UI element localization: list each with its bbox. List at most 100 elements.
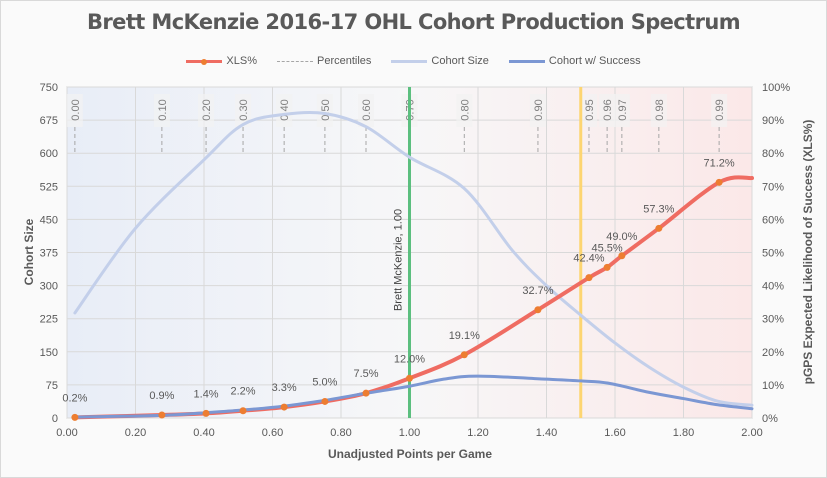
percentile-label-bg [613, 94, 630, 127]
xls-point-marker [715, 178, 723, 186]
percentile-label-bg [711, 94, 728, 127]
cohort-success-legend-swatch-icon [508, 56, 545, 66]
percentile-label: 0.90 [533, 99, 545, 120]
y-left-tick-label: 300 [40, 281, 58, 293]
y-right-tick-label: 50% [762, 248, 784, 260]
legend-label-xls: XLS% [226, 55, 257, 67]
y-left-tick-label: 675 [40, 115, 58, 127]
percentile-label: 0.50 [320, 99, 332, 120]
y-right-tick-label: 10% [762, 380, 784, 392]
y-left-tick-label: 750 [40, 82, 58, 94]
xls-data-label: 32.7% [522, 285, 553, 297]
xls-point-marker [321, 397, 329, 405]
xls-data-label: 49.0% [606, 231, 637, 243]
percentiles-legend-swatch-icon [276, 56, 313, 66]
legend-label-cohort-size: Cohort Size [431, 55, 489, 67]
y-right-tick-label: 100% [762, 82, 790, 94]
percentile-label-bg [580, 94, 597, 127]
xls-data-label: 71.2% [704, 157, 735, 169]
percentile-label: 0.99 [714, 99, 726, 120]
percentile-label-bg [456, 94, 473, 127]
x-tick-label: 1.00 [399, 427, 420, 439]
series-line-cohort-size [73, 110, 754, 407]
legend-item-xls[interactable]: XLS% [186, 55, 257, 67]
series-line-cohort-success [73, 374, 754, 419]
xls-data-label: 0.2% [62, 392, 87, 404]
xls-point-marker [71, 413, 79, 421]
reference-line-label: Brett McKenzie, 1.00 [393, 209, 405, 311]
x-tick-label: 0.80 [330, 427, 351, 439]
xls-data-label: 2.2% [231, 386, 256, 398]
xls-point-marker [239, 407, 247, 415]
legend-item-cohort-success[interactable]: Cohort w/ Success [508, 55, 641, 67]
xls-data-label: 0.9% [149, 390, 174, 402]
xls-point-marker [362, 389, 370, 397]
xls-point-marker [585, 274, 593, 282]
percentile-label: 0.96 [602, 99, 614, 120]
xls-data-label: 7.5% [353, 368, 378, 380]
xls-point-marker [618, 252, 626, 260]
cohort-size-legend-swatch-icon [391, 56, 428, 66]
x-tick-label: 1.80 [673, 427, 694, 439]
percentile-label: 0.95 [584, 99, 596, 120]
y-left-tick-label: 600 [40, 148, 58, 160]
y-right-tick-label: 90% [762, 115, 784, 127]
percentile-label: 0.10 [157, 99, 169, 120]
percentile-label: 0.20 [201, 99, 213, 120]
xls-point-marker [406, 374, 413, 382]
xls-data-label: 42.4% [573, 253, 604, 265]
y-right-tick-label: 20% [762, 347, 784, 359]
xls-point-marker [603, 263, 611, 271]
percentile-label-bg [153, 94, 170, 127]
percentile-label: 0.80 [459, 99, 471, 120]
xls-point-marker [202, 409, 210, 417]
y-left-tick-label: 75 [46, 380, 58, 392]
percentile-label-bg [198, 94, 215, 127]
xls-data-label: 5.0% [312, 376, 337, 388]
chart-title: Brett McKenzie 2016-17 OHL Cohort Produc… [87, 10, 741, 34]
legend: XLS% Percentiles Cohort Size Cohort w/ S… [0, 53, 827, 69]
y-left-tick-label: 375 [40, 248, 58, 260]
percentile-label-bg [316, 94, 333, 127]
x-tick-label: 0.60 [262, 427, 283, 439]
percentile-label-bg [235, 94, 252, 127]
axes: 0.00 0.20 0.40 0.60 0.80 1.00 1.20 1.40 1.60 1.80… [40, 82, 791, 439]
y-right-tick-label: 30% [762, 314, 784, 326]
xls-data-label: 57.3% [643, 203, 674, 215]
x-axis-title: Unadjusted Points per Game [328, 447, 492, 461]
percentile-label: 0.98 [654, 99, 666, 120]
y-right-tick-label: 80% [762, 148, 784, 160]
xls-data-label: 19.1% [449, 330, 480, 342]
y-left-tick-label: 225 [40, 314, 58, 326]
y-right-tick-label: 0% [762, 413, 778, 425]
xls-point-marker [655, 224, 663, 232]
legend-item-cohort-size[interactable]: Cohort Size [391, 55, 489, 67]
xls-legend-swatch-icon [186, 56, 223, 66]
y-right-tick-label: 70% [762, 181, 784, 193]
y-right-tick-label: 60% [762, 214, 784, 226]
y-axis-left-title: Cohort Size [22, 218, 36, 285]
xls-point-marker [460, 351, 468, 359]
xls-data-label: 12.0% [394, 353, 425, 365]
x-tick-label: 1.40 [536, 427, 557, 439]
legend-item-percentiles[interactable]: Percentiles [276, 55, 371, 67]
percentile-label: 0.30 [238, 99, 250, 120]
x-tick-label: 0.00 [56, 427, 77, 439]
percentile-label: 0.00 [70, 99, 82, 120]
percentile-label: 0.40 [279, 99, 291, 120]
xls-data-label: 3.3% [272, 382, 297, 394]
percentile-label: 0.60 [361, 99, 373, 120]
x-tick-label: 1.60 [604, 427, 625, 439]
y-left-tick-label: 525 [40, 181, 58, 193]
legend-label-cohort-success: Cohort w/ Success [548, 55, 641, 67]
series-lines: 0.2% 0.9% 1.4% 2.2% 3.3% 5.0% 7.5% 12.0% 19.1% 32… [62, 110, 754, 421]
y-left-tick-label: 0 [52, 413, 58, 425]
percentile-label: 0.97 [617, 99, 629, 120]
xls-data-label: 45.5% [592, 242, 623, 254]
y-left-tick-label: 150 [40, 347, 58, 359]
percentile-label-bg [358, 94, 375, 127]
y-right-tick-label: 40% [762, 281, 784, 293]
percentile-label-bg [276, 94, 293, 127]
y-left-tick-label: 450 [40, 214, 58, 226]
